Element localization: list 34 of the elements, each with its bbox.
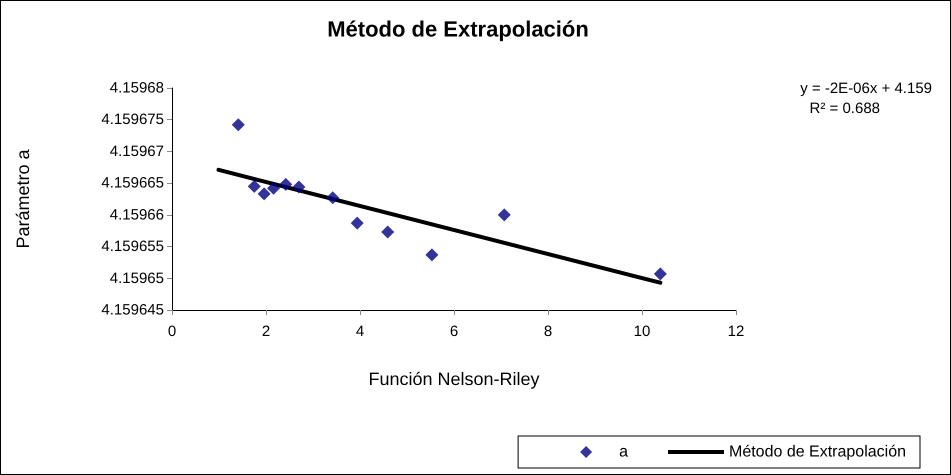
point <box>654 267 667 280</box>
point <box>232 118 245 132</box>
point <box>248 180 261 193</box>
y-tick-label: 4.159665 <box>101 174 164 192</box>
point <box>350 216 364 230</box>
point <box>258 187 271 200</box>
y-tick-label: 4.159645 <box>101 302 164 318</box>
legend-label: a <box>619 444 628 460</box>
y-tick-label: 4.15967 <box>110 142 164 160</box>
point <box>279 178 292 191</box>
x-tick-label: 2 <box>262 323 270 340</box>
point <box>498 208 511 222</box>
x-axis-title: Función Nelson-Riley <box>368 369 540 389</box>
point <box>292 180 306 194</box>
x-tick-label: 8 <box>544 323 552 340</box>
chart-title: Método de Extrapolación <box>327 16 589 42</box>
x-tick-label: 12 <box>728 323 744 340</box>
y-tick-label: 4.159655 <box>101 238 164 256</box>
y-tick-label: 4.15965 <box>110 270 164 287</box>
point <box>381 225 394 238</box>
text: y = -2E-06x + 4.159 <box>800 80 932 97</box>
y-tick-label: 4.15966 <box>110 206 164 224</box>
y-tick-label: 4.159675 <box>101 111 164 128</box>
x-tick-label: 0 <box>168 323 176 340</box>
point <box>326 191 340 204</box>
point <box>267 182 280 195</box>
legend-label: Método de Extrapolación <box>729 444 906 460</box>
text: R² = 0.688 <box>810 100 880 117</box>
x-tick-label: 6 <box>450 323 458 340</box>
x-tick-label: 4 <box>356 323 364 340</box>
x-tick-label: 10 <box>634 323 650 340</box>
y-tick-label: 4.15968 <box>110 80 164 96</box>
y-axis-title: Parámetro a <box>13 148 33 249</box>
point <box>425 248 438 262</box>
